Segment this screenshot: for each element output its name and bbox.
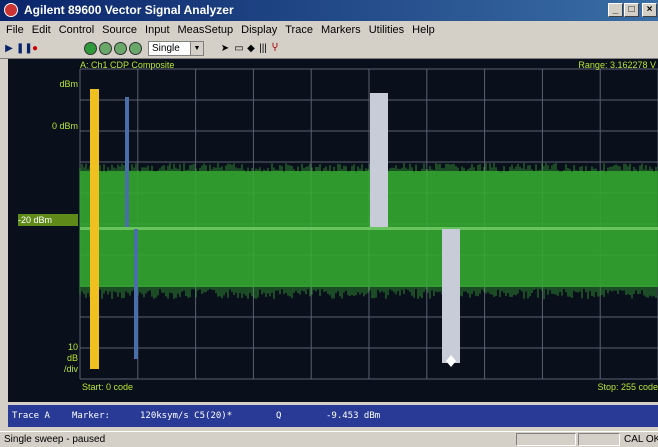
scale-unit: dB: [66, 353, 78, 363]
toolbar: ▶ ❚❚ ● Single ▼ ➤ ▭ ◆ ||| Ⴤ: [0, 39, 658, 59]
bars-icon[interactable]: |||: [259, 43, 267, 54]
play-icon[interactable]: ▶: [5, 43, 13, 54]
composite-trace: [79, 163, 658, 299]
trace-ref-line: [80, 227, 658, 230]
menu-source[interactable]: Source: [102, 24, 138, 36]
marker-bar: [90, 89, 99, 369]
channel-c-icon[interactable]: [114, 42, 127, 55]
menu-control[interactable]: Control: [58, 24, 95, 36]
menu-display[interactable]: Display: [241, 24, 278, 36]
app-icon: [4, 3, 18, 17]
zoom-box-icon[interactable]: ▭: [234, 43, 244, 54]
menu-input[interactable]: Input: [145, 24, 170, 36]
marker-channel: Q: [276, 411, 282, 421]
menu-edit[interactable]: Edit: [31, 24, 51, 36]
minimize-button[interactable]: _: [608, 3, 623, 17]
scale-div: /div: [63, 364, 78, 374]
marker-trace: Trace A: [12, 411, 50, 421]
sweep-mode-value: Single: [152, 43, 180, 54]
channel-b-icon[interactable]: [99, 42, 112, 55]
menu-file[interactable]: File: [6, 24, 24, 36]
reference-marker-label[interactable]: -20 dBm: [18, 214, 78, 226]
calibration-status: CAL OK: [624, 434, 658, 445]
code-bar: [442, 229, 460, 363]
cdp-plot[interactable]: [8, 59, 658, 402]
trace-display[interactable]: A: Ch1 CDP Composite Range: 3.162278 V d…: [8, 59, 658, 402]
marker-label: Marker:: [72, 411, 110, 421]
marker-value: -9.453 dBm: [326, 411, 381, 421]
code-bar: [125, 97, 129, 227]
channel-d-icon[interactable]: [129, 42, 142, 55]
pause-icon[interactable]: ❚❚: [16, 43, 33, 54]
pointer-icon[interactable]: ➤: [220, 43, 230, 54]
menu-help[interactable]: Help: [412, 24, 435, 36]
channel-a-icon[interactable]: [84, 42, 97, 55]
menu-bar: File Edit Control Source Input MeasSetup Displ…: [0, 21, 658, 39]
menu-utilities[interactable]: Utilities: [368, 24, 405, 36]
record-icon[interactable]: ●: [31, 43, 39, 54]
marker-diamond: [446, 355, 456, 367]
title-bar: Agilent 89600 Vector Signal Analyzer _ □…: [0, 0, 658, 21]
ref-level-label: 0 dBm: [51, 121, 78, 131]
marker-rate: 120ksym/s C5(20)*: [140, 411, 233, 421]
menu-markers[interactable]: Markers: [320, 24, 361, 36]
status-panel: [578, 433, 620, 446]
range-readout: Range: 3.162278 V: [578, 60, 656, 70]
marker-icon[interactable]: ◆: [247, 43, 255, 54]
scale-value: 10: [67, 342, 78, 352]
marker-readout-bar: Trace A Marker: 120ksym/s C5(20)* Q -9.4…: [8, 405, 658, 427]
menu-trace[interactable]: Trace: [285, 24, 313, 36]
status-bar: Single sweep - paused CAL OK: [0, 431, 658, 447]
graph-title: A: Ch1 CDP Composite: [80, 60, 175, 70]
sweep-mode-select[interactable]: Single ▼: [148, 41, 204, 56]
code-bars: [90, 89, 460, 369]
start-code-label: Start: 0 code: [82, 382, 134, 392]
chevron-down-icon[interactable]: ▼: [190, 42, 203, 55]
peak-icon[interactable]: Ⴤ: [272, 43, 278, 54]
code-bar: [370, 93, 388, 227]
y-top-label: dBm: [59, 79, 78, 89]
stop-code-label: Stop: 255 code: [597, 382, 658, 392]
window-title: Agilent 89600 Vector Signal Analyzer: [24, 3, 234, 17]
code-bar: [134, 229, 138, 359]
status-panel: [516, 433, 576, 446]
close-button[interactable]: ×: [642, 3, 657, 17]
status-text: Single sweep - paused: [4, 434, 106, 445]
maximize-button[interactable]: □: [624, 3, 639, 17]
menu-meassetup[interactable]: MeasSetup: [177, 24, 234, 36]
